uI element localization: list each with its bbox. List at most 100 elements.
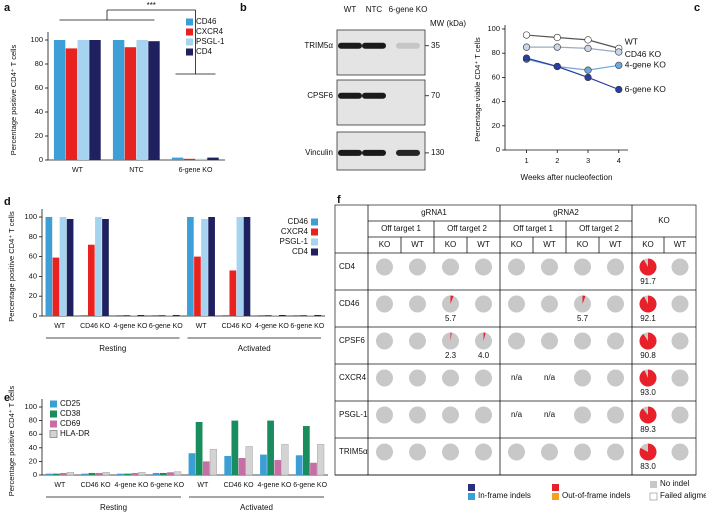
y-tick-label: 40 [29,443,37,452]
pie-base [574,332,591,350]
marker [615,61,623,69]
legend-label: CXCR4 [196,27,224,36]
y-tick-label: 100 [30,35,43,44]
bar [260,454,267,475]
row-label: CXCR4 [339,373,367,382]
y-tick-label: 0 [33,311,37,320]
lane-label: NTC [366,5,383,14]
y-tick-label: 100 [24,402,37,411]
y-tick-label: 80 [29,416,37,425]
pie-base [574,369,591,387]
legend-label: In-frame indels [478,491,531,500]
lane-label: 6-gene KO [389,5,428,14]
bar [238,458,246,475]
y-tick-label: 40 [35,107,43,116]
marker [522,31,531,39]
legend-label: CD4 [196,47,213,56]
pie-base [574,443,591,461]
bar [314,315,322,316]
pie-base [508,332,525,350]
x-tick-label: 6-gene KO [149,323,183,330]
legend-label: Out-of-frame indels [562,491,630,500]
bar [81,473,89,475]
cell-label: 5.7 [577,314,589,323]
pie-base [475,369,492,387]
y-tick-label: 20 [492,121,500,130]
row-label: CPSF6 [339,336,365,345]
pie-slice [483,332,486,341]
bar [194,256,201,316]
bar [271,315,279,316]
pie-base [671,369,689,387]
bar [123,315,131,316]
pie-base [409,443,426,461]
pie-base [376,332,393,350]
group-header: gRNA1 [421,208,447,217]
x-tick-label: 4-gene KO [114,482,148,489]
legend-label: CD69 [60,419,81,428]
pie-base [409,369,426,387]
column-header: WT [543,240,556,249]
y-tick-label: 60 [29,252,37,261]
pie-base [671,406,689,424]
panel-letter: a [4,2,11,14]
legend-swatch [311,248,318,256]
band [362,42,386,49]
pie-base [508,295,525,313]
subgroup-header: Off target 2 [579,224,619,233]
x-tick-label: CD46 KO [80,323,111,330]
pie-base [409,406,426,424]
pie-base [671,443,689,461]
bar [295,455,303,475]
x-axis-label: Weeks after nucleofection [521,173,613,182]
bar [300,315,307,316]
column-header: KO [577,240,589,249]
legend-swatch [50,420,57,428]
marker [522,54,531,62]
bar [167,472,174,475]
row-label: CD46 [339,299,360,308]
marker [584,44,592,52]
bar [236,217,244,316]
pie-base [671,258,689,276]
legend-swatch [186,28,193,36]
legend-label: CD38 [60,409,81,418]
bar [59,217,67,316]
bar [222,315,230,316]
bar [131,472,139,475]
group-label: Activated [238,344,271,353]
y-axis-label: Percentage positive CD4⁺ T cells [7,211,16,322]
x-tick-label: 4 [617,156,621,165]
mw-value: 35 [431,41,440,50]
x-tick-label: 6-gene KO [293,482,327,489]
band [362,149,386,156]
row-label: PSGL-1 [339,410,368,419]
bar [183,158,196,160]
group-label: Activated [240,503,273,512]
pie-base [574,258,591,276]
bar [201,218,208,316]
blot-panel [336,79,426,126]
x-tick-label: WT [54,323,66,330]
subgroup-header: Off target 2 [447,224,487,233]
subgroup-header: Off target 1 [513,224,553,233]
legend-swatch [468,484,475,491]
bar [274,460,282,475]
cell-label: 4.0 [478,351,490,360]
x-tick-label: 4-gene KO [114,323,148,330]
y-tick-label: 0 [496,145,500,154]
bar [231,420,239,475]
column-header: KO [511,240,523,249]
legend-swatch [649,492,658,501]
legend-swatch [311,238,318,246]
bar [117,473,124,475]
pie-base [508,443,525,461]
bar [208,217,215,316]
bar [88,472,96,475]
band [338,42,362,49]
x-tick-label: 2 [555,156,559,165]
panel-letter: d [4,196,11,208]
legend-swatch [468,493,475,500]
pie-base [442,406,459,424]
blot-row-label: TRIM5α [304,41,333,50]
